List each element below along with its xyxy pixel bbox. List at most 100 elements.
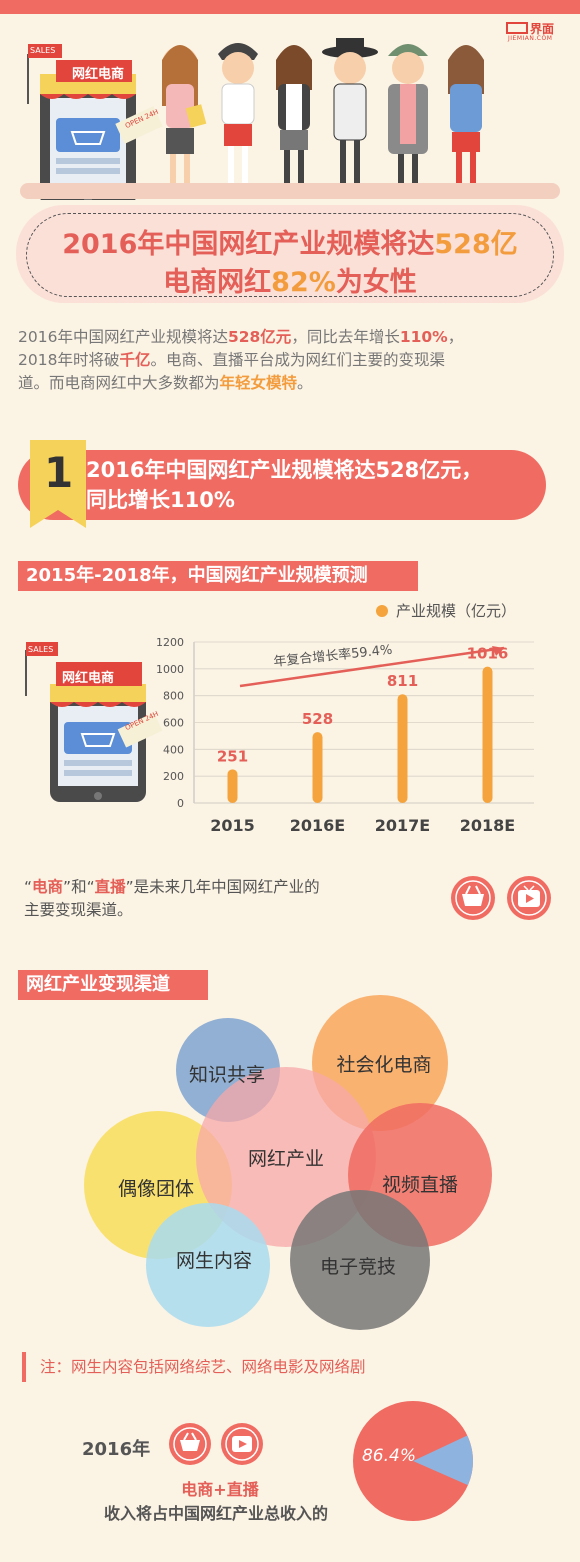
- channel-icons: [451, 876, 551, 920]
- footer-channel-icons: [169, 1423, 263, 1465]
- shop-tablet-icon: [40, 60, 163, 200]
- forecast-tag: 2015年-2018年，中国网红产业规模预测: [18, 561, 418, 591]
- channels-word-live: 直播: [94, 878, 126, 896]
- footer-basket-icon: [169, 1423, 211, 1465]
- video-play-icon: [507, 876, 551, 920]
- venn-web-content: [146, 1203, 270, 1327]
- y-tick-label: 1200: [156, 636, 184, 649]
- channels-line-2: 主要变现渠道。: [24, 901, 133, 919]
- channels-text-end: 是未来几年中国网红产业的: [133, 878, 320, 896]
- y-tick-label: 600: [163, 717, 184, 730]
- channels-quote-open-1: “: [24, 878, 33, 896]
- chart-sales-label: SALES: [28, 645, 54, 654]
- logo-text: 界面: [530, 22, 555, 36]
- hero-illustration: [27, 38, 484, 200]
- venn-label-esports: 电子竞技: [319, 1256, 396, 1278]
- headline-line-2: 电商网红82%为女性: [20, 260, 560, 299]
- channels-statement: “电商”和“直播”是未来几年中国网红产业的 主要变现渠道。: [24, 876, 454, 922]
- bar-value-label: 528: [302, 710, 333, 728]
- intro-line-2: 2018年时将破千亿。电商、直播平台成为网红们主要的变现渠: [18, 349, 566, 372]
- number-ribbon-icon: [30, 440, 86, 528]
- intro-number-3: 千亿: [119, 351, 151, 369]
- intro-text-6: 道。而电商网红中大多数都为: [18, 374, 220, 392]
- venn-label-knowledge: 知识共享: [188, 1064, 265, 1086]
- girl-figures-icon: [162, 38, 484, 186]
- y-tick-label: 0: [177, 797, 184, 810]
- channels-word-ecommerce: 电商: [32, 878, 64, 896]
- intro-line-3: 道。而电商网红中大多数都为年轻女模特。: [18, 372, 566, 395]
- y-tick-label: 1000: [156, 663, 184, 676]
- intro-emphasis: 年轻女模特: [219, 374, 298, 392]
- section-1-banner: [18, 450, 546, 520]
- channels-quote-open-2: “: [86, 878, 95, 896]
- intro-number-2: 110%: [399, 328, 448, 346]
- headline-1-text: 2016年中国网红产业规模将达: [62, 229, 435, 260]
- headline-1-number: 528亿: [434, 229, 518, 260]
- chart-legend: 产业规模（亿元）: [376, 600, 516, 621]
- venn-label-web-content: 网生内容: [175, 1250, 252, 1272]
- channels-quote-close-1: ”: [63, 878, 72, 896]
- monetization-tag: 网红产业变现渠道: [18, 970, 208, 1000]
- venn-label-social-ecommerce: 社会化电商: [336, 1054, 432, 1076]
- intro-text-3: ，: [447, 328, 464, 346]
- section-1-title-line-1: 2016年中国网红产业规模将达528亿元，: [86, 458, 483, 482]
- bar: [312, 732, 323, 803]
- bar: [227, 769, 238, 803]
- footer-share-text: 收入将占中国网红产业总收入的: [103, 1504, 328, 1523]
- x-tick-label: 2016E: [290, 816, 345, 835]
- basket-icon: [451, 876, 495, 920]
- venn-label-idol-group: 偶像团体: [117, 1178, 194, 1200]
- bar: [397, 694, 408, 803]
- headline-2-number: 82%: [271, 267, 336, 298]
- venn-esports: [290, 1190, 430, 1330]
- y-tick-label: 200: [163, 770, 184, 783]
- headline-border: [26, 213, 554, 297]
- bar: [482, 666, 493, 803]
- intro-text-1: 2016年中国网红产业规模将达: [18, 328, 228, 346]
- bar-value-label: 811: [387, 672, 418, 690]
- channels-and: 和: [71, 878, 87, 896]
- growth-arrow-head: [492, 646, 504, 656]
- section-1-title-line-2: 同比增长110%: [86, 488, 235, 512]
- hero-shop-title: 网红电商: [72, 67, 125, 82]
- logo-domain: JIEMIAN.COM: [508, 35, 553, 42]
- hero-sales-label: SALES: [30, 46, 56, 55]
- intro-text-7: 。: [297, 374, 313, 392]
- pie-slice-rest: [413, 1435, 473, 1486]
- x-tick-label: 2015: [210, 816, 255, 835]
- hero-ground: [20, 183, 560, 199]
- chart-shop-title: 网红电商: [62, 671, 115, 686]
- jiemian-logo[interactable]: 界面 JIEMIAN.COM: [506, 20, 570, 42]
- intro-paragraph: 2016年中国网红产业规模将达528亿元，同比去年增长110%， 2018年时将…: [18, 326, 566, 395]
- section-1-number: 1: [44, 448, 74, 497]
- top-color-bar: [0, 0, 580, 14]
- legend-dot-icon: [376, 605, 388, 617]
- pie-percent-label: 86.4%: [361, 1446, 416, 1466]
- y-tick-label: 400: [163, 743, 184, 756]
- logo-mark-icon: [506, 22, 528, 34]
- x-tick-label: 2018E: [460, 816, 515, 835]
- legend-label: 产业规模（亿元）: [396, 602, 517, 620]
- sales-tag-icon: [27, 44, 62, 104]
- headline-line-1: 2016年中国网红产业规模将达528亿: [20, 222, 560, 261]
- headline-panel: [16, 205, 564, 303]
- bar-value-label: 251: [217, 747, 248, 765]
- bar-chart: 0 200 400 600 800 1000 1200 251 2015 528 2016E 811 2…: [156, 636, 534, 835]
- intro-number-1: 528亿元: [227, 328, 292, 346]
- headline-2-suffix: 为女性: [335, 267, 417, 298]
- venn-label-live-video: 视频直播: [381, 1174, 458, 1196]
- venn-label-core: 网红产业: [247, 1148, 324, 1170]
- x-tick-label: 2017E: [375, 816, 430, 835]
- headline-2-text: 电商网红: [163, 267, 272, 298]
- share-pie-chart: [353, 1401, 473, 1521]
- channels-line-1: “电商”和“直播”是未来几年中国网红产业的: [24, 878, 320, 896]
- chart-shop-illustration: [25, 642, 163, 802]
- footer-channels: 电商+直播: [181, 1480, 259, 1499]
- footnote: 注：网生内容包括网络综艺、网络电影及网络剧: [22, 1352, 562, 1382]
- monetization-venn: [84, 995, 492, 1330]
- channels-quote-close-2: ”: [125, 878, 134, 896]
- growth-arrow: [239, 646, 505, 688]
- footer-video-icon: [221, 1423, 263, 1465]
- intro-text-2: ，同比去年增长: [291, 328, 400, 346]
- y-tick-label: 800: [163, 690, 184, 703]
